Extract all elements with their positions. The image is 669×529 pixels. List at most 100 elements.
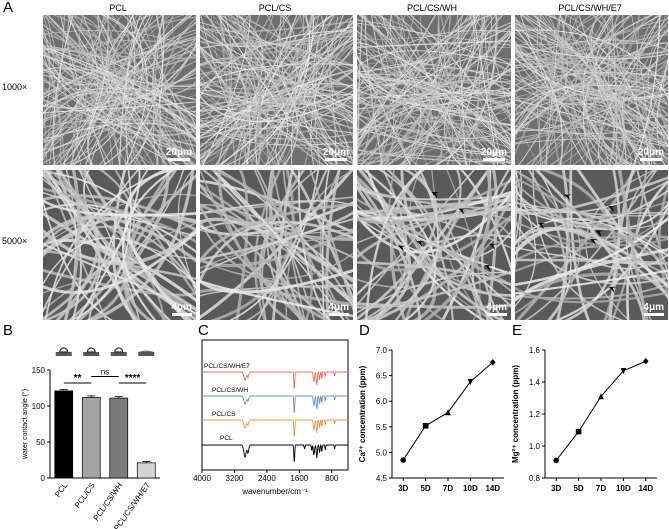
y-tick-label: 1.4 xyxy=(529,378,541,387)
y-tick-label: 50 xyxy=(36,438,45,447)
data-point xyxy=(553,457,559,464)
scale-bar: 20μm xyxy=(638,147,664,161)
scale-bar: 4μm xyxy=(486,302,507,316)
plot-frame xyxy=(201,339,349,471)
panel-letter-d: D xyxy=(359,322,370,339)
spectrum-line xyxy=(202,370,348,389)
data-point xyxy=(400,457,406,463)
x-tick-label: 3D xyxy=(398,484,408,493)
x-tick-label: 3200 xyxy=(226,474,244,483)
scale-bar-label: 20μm xyxy=(165,147,192,158)
data-point xyxy=(598,393,604,400)
x-tick-label: 2400 xyxy=(258,474,276,483)
x-tick-label: 10D xyxy=(463,484,478,493)
y-tick-label: 150 xyxy=(32,366,46,375)
y-tick-label: 1.6 xyxy=(529,346,541,355)
y-tick-label: 5.0 xyxy=(376,448,388,457)
scale-bar-label: 4μm xyxy=(328,302,349,313)
x-tick-label: 4000 xyxy=(193,474,211,483)
x-tick-label: 14D xyxy=(485,484,500,493)
y-tick-label: 1.0 xyxy=(529,442,541,451)
arrow-icon xyxy=(398,245,407,252)
x-tick-label: 7D xyxy=(596,484,606,493)
droplet-icon xyxy=(55,352,72,356)
sem-image: 4μm xyxy=(515,170,668,320)
scale-bar-label: 20μm xyxy=(637,147,664,158)
sem-col-header: PCL/CS/WH xyxy=(406,3,457,13)
droplet-icon xyxy=(138,350,155,352)
droplet-icon xyxy=(138,352,155,356)
data-point xyxy=(422,422,429,429)
scale-bar: 4μm xyxy=(328,302,349,316)
sem-image: 20μm xyxy=(515,15,668,165)
data-point xyxy=(445,409,451,416)
x-tick-label: 7D xyxy=(443,484,453,493)
x-tick-label: 14D xyxy=(638,484,653,493)
sem-image: 20μm xyxy=(43,15,196,165)
arrow-icon xyxy=(489,243,498,250)
panel-letter-a: A xyxy=(3,0,14,16)
series-label: PCL/CS xyxy=(212,411,236,418)
arrow-icon xyxy=(564,194,573,201)
y-tick-label: 6.5 xyxy=(376,372,388,381)
calcium-chart: 4.5 5.0 5.5 6.0 6.5 7.0 Ca²⁺ concentration (pp… xyxy=(358,346,504,493)
scale-bar-label: 20μm xyxy=(480,147,507,158)
scale-bar: 20μm xyxy=(481,147,507,161)
y-tick-label: 4.5 xyxy=(376,474,388,483)
bar xyxy=(136,462,156,479)
sem-row-label: 5000× xyxy=(2,236,28,246)
x-tick-label: PCL/CS xyxy=(73,481,97,510)
droplet-icon xyxy=(59,347,69,353)
x-axis-label: wavenumber/cm⁻¹ xyxy=(241,487,308,496)
arrow-icon xyxy=(458,208,467,215)
data-point xyxy=(575,428,582,435)
bar xyxy=(109,397,129,479)
x-tick-label: 3D xyxy=(551,484,561,493)
bar xyxy=(81,397,101,479)
data-point xyxy=(467,378,474,386)
x-tick-label: 5D xyxy=(420,484,430,493)
scale-bar: 20μm xyxy=(323,147,349,161)
y-tick-label: 1.2 xyxy=(529,410,541,419)
panel-letter-b: B xyxy=(3,322,14,339)
series-label: PCL/CS/WH xyxy=(212,387,248,394)
arrow-icon xyxy=(484,265,493,272)
arrow-icon xyxy=(595,230,604,237)
panel-letter-c: C xyxy=(198,322,209,339)
arrow-icon xyxy=(416,241,425,248)
sem-image: 20μm xyxy=(357,15,511,165)
scale-bar-label: 4μm xyxy=(643,302,664,313)
significance-label: ns xyxy=(101,367,109,376)
sem-col-header: PCL/CS/WH/E7 xyxy=(558,3,622,13)
y-tick-label: 5.5 xyxy=(376,423,388,432)
spectrum-line xyxy=(202,443,348,462)
sem-image: 20μm xyxy=(200,15,353,165)
sem-image: 4μm xyxy=(43,170,196,320)
contact-angle-chart: 0 50 100 150 water contact angle (°) PCL PCL/C… xyxy=(21,347,160,529)
series-label: PCL/CS/WH/E7 xyxy=(204,363,250,370)
y-tick-label: 0 xyxy=(41,474,46,483)
ftir-chart: 4000 3200 2400 1600 800 wavenumber/cm⁻¹ PCL PCL… xyxy=(193,339,349,496)
series-label: PCL xyxy=(220,435,233,442)
sem-row-label: 1000× xyxy=(2,82,28,92)
x-tick-label: 1600 xyxy=(290,474,308,483)
y-tick-label: 0.8 xyxy=(529,474,541,483)
sem-col-header: PCL xyxy=(109,3,127,13)
scale-bar-label: 20μm xyxy=(322,147,349,158)
droplet-icon xyxy=(83,352,100,356)
arrow-icon xyxy=(608,286,617,293)
magnesium-chart: 0.8 1.0 1.2 1.4 1.6 Mg²⁺ concentration (ppm) 3… xyxy=(511,346,657,493)
spectrum-line xyxy=(202,418,348,437)
arrow-icon xyxy=(431,192,440,199)
data-point xyxy=(490,358,496,366)
significance-label: ** xyxy=(74,373,82,384)
x-tick-label: 5D xyxy=(573,484,583,493)
sem-col-header: PCL/CS xyxy=(258,3,292,13)
arrow-icon xyxy=(608,206,617,213)
y-axis-label: Ca²⁺ concentration (ppm) xyxy=(358,365,367,462)
y-axis-label: water contact angle (°) xyxy=(21,389,29,460)
arrow-icon xyxy=(589,239,598,246)
x-tick-label: PCL xyxy=(53,481,70,499)
panel-letter-e: E xyxy=(512,322,523,339)
series-line xyxy=(555,360,646,461)
